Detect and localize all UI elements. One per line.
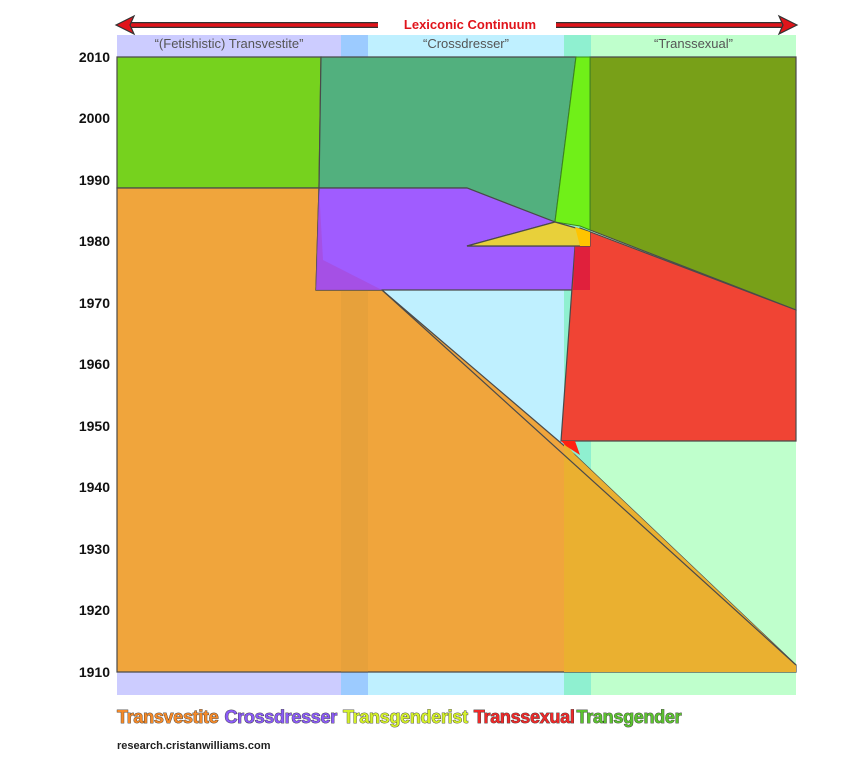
- column-bands-top: [117, 35, 796, 57]
- legend: Transvestite Crossdresser Transgenderist…: [117, 707, 682, 728]
- ytick-1980: 1980: [78, 233, 110, 249]
- ytick-1930: 1930: [78, 541, 110, 557]
- ytick-1940: 1940: [78, 479, 110, 495]
- band-label-crossdresser: “Crossdresser”: [423, 36, 509, 51]
- band-label-transvestite: “(Fetishistic) Transvestite”: [154, 36, 304, 51]
- transgenderist-transsexual-overlap: [575, 227, 590, 246]
- ytick-1910: 1910: [78, 664, 110, 680]
- legend-transgenderist: Transgenderist: [342, 707, 469, 728]
- transgenderist-sliver: [554, 56, 591, 231]
- ytick-1920: 1920: [78, 602, 110, 618]
- legend-crossdresser: Crossdresser: [224, 707, 338, 728]
- ytick-2010: 2010: [78, 49, 110, 65]
- ytick-1950: 1950: [78, 418, 110, 434]
- continuum-arrow: [114, 14, 799, 36]
- legend-transsexual: Transsexual: [473, 707, 575, 728]
- band-label-transsexual: “Transsexual”: [654, 36, 733, 51]
- ytick-1960: 1960: [78, 356, 110, 372]
- transsexual-crossdresser-overlap: [573, 246, 590, 290]
- legend-transvestite: Transvestite: [117, 707, 220, 728]
- arrow-right-icon: [777, 14, 799, 36]
- arrow-left-icon: [114, 14, 136, 36]
- ytick-2000: 2000: [78, 110, 110, 126]
- ytick-1970: 1970: [78, 295, 110, 311]
- credit-text: research.cristanwilliams.com: [117, 740, 271, 752]
- transsexual-transvestite-overlap: [561, 441, 580, 455]
- transvestite-lower-right: [564, 441, 796, 672]
- legend-transgender: Transgender: [576, 707, 682, 728]
- chart-title: Lexiconic Continuum: [403, 17, 537, 32]
- crossdresser-transvestite-overlap: [316, 188, 382, 290]
- transgender-region-left: [116, 56, 322, 189]
- ytick-1990: 1990: [78, 172, 110, 188]
